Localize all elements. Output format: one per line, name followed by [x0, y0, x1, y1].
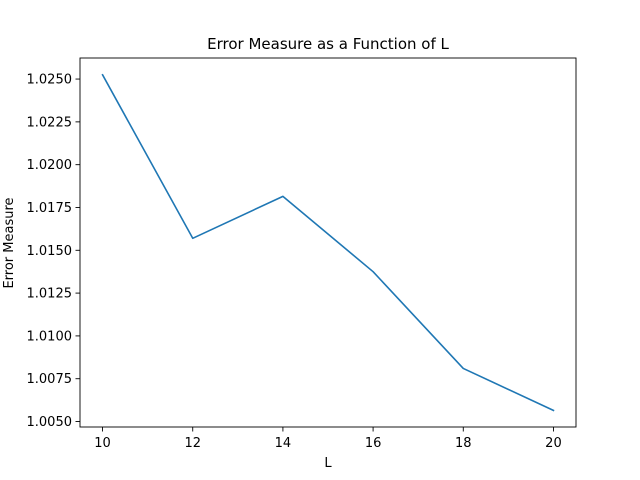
- x-tick-label: 12: [184, 436, 201, 451]
- y-axis-label: Error Measure: [2, 197, 17, 288]
- series-layer: [101, 73, 555, 412]
- y-tick-label: 1.0075: [27, 372, 73, 387]
- plot-area: [79, 57, 577, 428]
- chart-title: Error Measure as a Function of L: [207, 35, 449, 53]
- x-axis-label: L: [324, 456, 332, 471]
- series-line: [101, 73, 555, 412]
- y-tick-label: 1.0100: [27, 329, 73, 344]
- plot-frame: [79, 57, 577, 428]
- y-tick-label: 1.0250: [27, 73, 73, 88]
- y-tick-label: 1.0200: [27, 158, 73, 173]
- y-tick-label: 1.0150: [27, 244, 73, 259]
- x-tick-label: 10: [94, 436, 111, 451]
- x-tick-label: 20: [545, 436, 562, 451]
- y-axis: 1.0050 1.0075 1.0100 1.0125 1.0150 1.0175 1.02…: [27, 73, 80, 430]
- y-tick-label: 1.0225: [27, 115, 73, 130]
- x-tick-label: 16: [365, 436, 382, 451]
- y-tick-label: 1.0175: [27, 201, 73, 216]
- x-tick-label: 14: [275, 436, 292, 451]
- x-tick-label: 18: [455, 436, 472, 451]
- y-tick-label: 1.0125: [27, 287, 73, 302]
- x-axis: 10 12 14 16 18 20: [94, 427, 562, 451]
- y-tick-label: 1.0050: [27, 415, 73, 430]
